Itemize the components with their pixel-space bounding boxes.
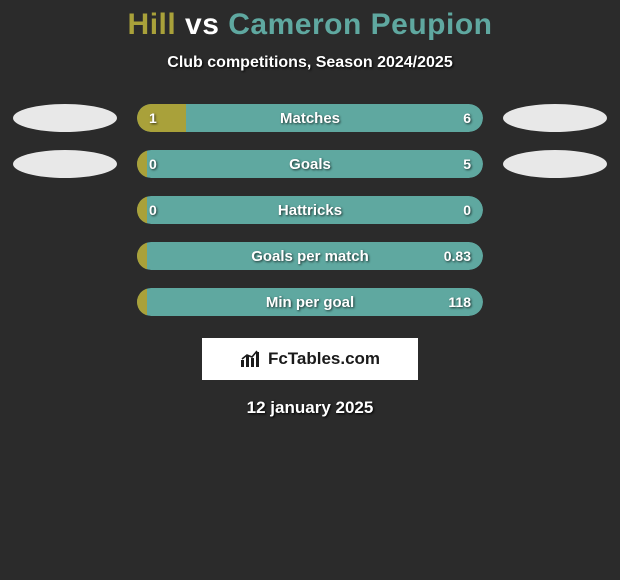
player1-marker	[13, 288, 117, 316]
stat-value-right: 0	[463, 196, 471, 224]
player2-marker	[503, 288, 607, 316]
stat-label: Goals per match	[137, 242, 483, 270]
title: Hill vs Cameron Peupion	[0, 8, 620, 42]
brand-text: FcTables.com	[268, 349, 380, 369]
stat-row: Goals per match0.83	[0, 242, 620, 270]
title-player1: Hill	[128, 8, 177, 41]
player2-marker	[503, 242, 607, 270]
player1-marker	[13, 242, 117, 270]
stat-bar: 1Matches6	[137, 104, 483, 132]
player2-marker	[503, 196, 607, 224]
title-vs: vs	[185, 8, 219, 41]
stat-label: Goals	[137, 150, 483, 178]
stat-row: 1Matches6	[0, 104, 620, 132]
player2-marker	[503, 150, 607, 178]
stat-bar: Min per goal118	[137, 288, 483, 316]
comparison-card: Hill vs Cameron Peupion Club competition…	[0, 0, 620, 418]
stat-value-right: 5	[463, 150, 471, 178]
stat-value-right: 0.83	[444, 242, 471, 270]
stat-bar: Goals per match0.83	[137, 242, 483, 270]
subtitle: Club competitions, Season 2024/2025	[0, 54, 620, 72]
player2-marker	[503, 104, 607, 132]
player1-marker	[13, 104, 117, 132]
stat-label: Hattricks	[137, 196, 483, 224]
player1-marker	[13, 196, 117, 224]
stat-bar: 0Hattricks0	[137, 196, 483, 224]
stat-row: Min per goal118	[0, 288, 620, 316]
date: 12 january 2025	[0, 398, 620, 418]
stats-list: 1Matches60Goals50Hattricks0Goals per mat…	[0, 104, 620, 316]
chart-icon	[240, 350, 262, 368]
stat-value-right: 6	[463, 104, 471, 132]
brand-box: FcTables.com	[202, 338, 418, 380]
stat-label: Min per goal	[137, 288, 483, 316]
stat-row: 0Goals5	[0, 150, 620, 178]
player1-marker	[13, 150, 117, 178]
title-player2: Cameron Peupion	[228, 8, 492, 41]
stat-label: Matches	[137, 104, 483, 132]
stat-row: 0Hattricks0	[0, 196, 620, 224]
stat-bar: 0Goals5	[137, 150, 483, 178]
stat-value-right: 118	[448, 288, 471, 316]
